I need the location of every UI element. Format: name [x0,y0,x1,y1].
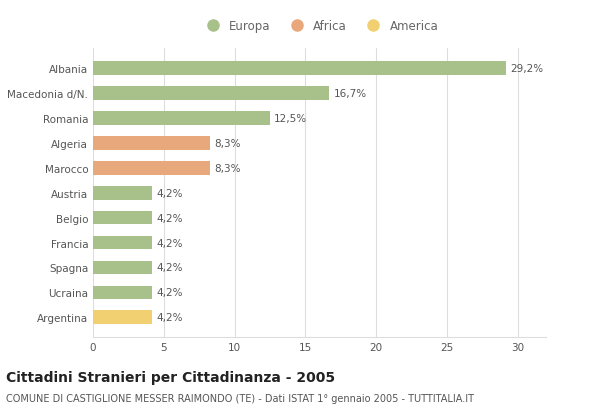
Text: COMUNE DI CASTIGLIONE MESSER RAIMONDO (TE) - Dati ISTAT 1° gennaio 2005 - TUTTIT: COMUNE DI CASTIGLIONE MESSER RAIMONDO (T… [6,393,474,403]
Bar [93,286,152,299]
Bar [93,112,270,126]
Text: 8,3%: 8,3% [215,164,241,173]
Text: 4,2%: 4,2% [157,213,183,223]
Bar [93,187,152,200]
Bar [93,261,152,274]
Text: 16,7%: 16,7% [334,89,367,99]
Text: 4,2%: 4,2% [157,312,183,322]
Text: 29,2%: 29,2% [511,64,544,74]
Bar [93,211,152,225]
Bar [93,162,211,175]
Bar [93,311,152,324]
Bar [93,236,152,250]
Text: 4,2%: 4,2% [157,188,183,198]
Text: 4,2%: 4,2% [157,288,183,298]
Text: 4,2%: 4,2% [157,238,183,248]
Bar [93,62,506,76]
Bar [93,87,329,101]
Text: 4,2%: 4,2% [157,263,183,273]
Text: Cittadini Stranieri per Cittadinanza - 2005: Cittadini Stranieri per Cittadinanza - 2… [6,370,335,384]
Text: 8,3%: 8,3% [215,139,241,148]
Legend: Europa, Africa, America: Europa, Africa, America [201,20,438,34]
Bar [93,137,211,151]
Text: 12,5%: 12,5% [274,114,307,124]
